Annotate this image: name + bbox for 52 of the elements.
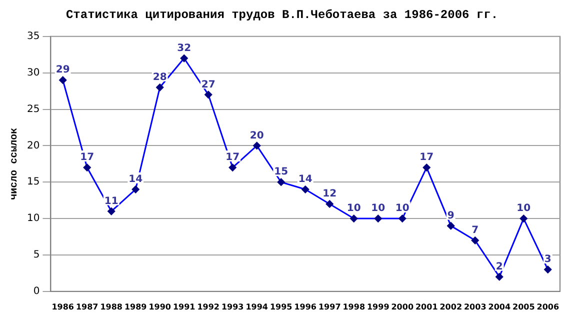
x-tick-label: 1989 [124,302,148,312]
x-tick-label: 1986 [52,302,74,312]
x-tick-label: 2003 [464,302,486,312]
x-tick-label: 1995 [270,302,293,312]
x-tick-label: 1992 [197,302,220,312]
x-tick-label: 1993 [221,302,244,312]
data-label: 17 [420,152,434,164]
data-label: 14 [298,174,312,185]
x-tick-label: 1999 [366,302,390,312]
x-tick-label: 2000 [391,302,414,312]
x-tick-label: 1994 [246,302,268,312]
x-tick-label: 1991 [172,302,196,312]
y-tick-label: 5 [33,250,40,261]
y-tick-label: 10 [26,213,40,224]
x-tick-label: 1996 [294,302,317,312]
data-label: 14 [128,174,143,185]
x-tick-label: 1990 [148,302,172,312]
data-label: 11 [104,196,118,207]
x-tick-label: 1997 [318,302,341,312]
data-label: 28 [152,72,167,83]
data-label: 20 [250,130,264,142]
data-label: 10 [395,203,410,214]
y-tick-label: 25 [26,104,40,115]
data-label: 15 [274,166,288,178]
y-tick-label: 15 [26,176,40,188]
data-label: 17 [226,152,240,164]
data-label: 10 [516,203,531,214]
y-tick-label: 0 [33,286,40,297]
x-tick-label: 1987 [76,302,98,312]
data-label: 9 [447,210,454,222]
data-label: 27 [201,79,216,90]
data-label: 32 [177,42,192,54]
data-label: 12 [322,188,337,200]
y-tick-label: 35 [26,30,40,42]
data-label: 29 [56,64,70,76]
y-tick-label: 30 [26,67,40,78]
x-tick-label: 2001 [415,302,438,312]
data-label: 3 [544,254,552,266]
x-tick-label: 2006 [536,302,560,312]
x-tick-label: 1988 [100,302,123,312]
x-tick-label: 2004 [488,302,511,312]
x-tick-label: 2002 [440,302,462,312]
y-tick-label: 20 [26,140,40,152]
data-label: 7 [472,224,479,236]
chart-title: Статистика цитирования трудов В.П.Чеботаева за 1986-2006 гг. [66,8,498,22]
y-axis-title: число ссылок [10,128,21,200]
x-tick-label: 2005 [512,302,536,312]
data-label: 2 [496,261,503,272]
data-label: 10 [371,203,386,214]
data-label: 10 [346,203,361,214]
x-tick-label: 1998 [342,302,366,312]
data-label: 17 [80,152,94,164]
